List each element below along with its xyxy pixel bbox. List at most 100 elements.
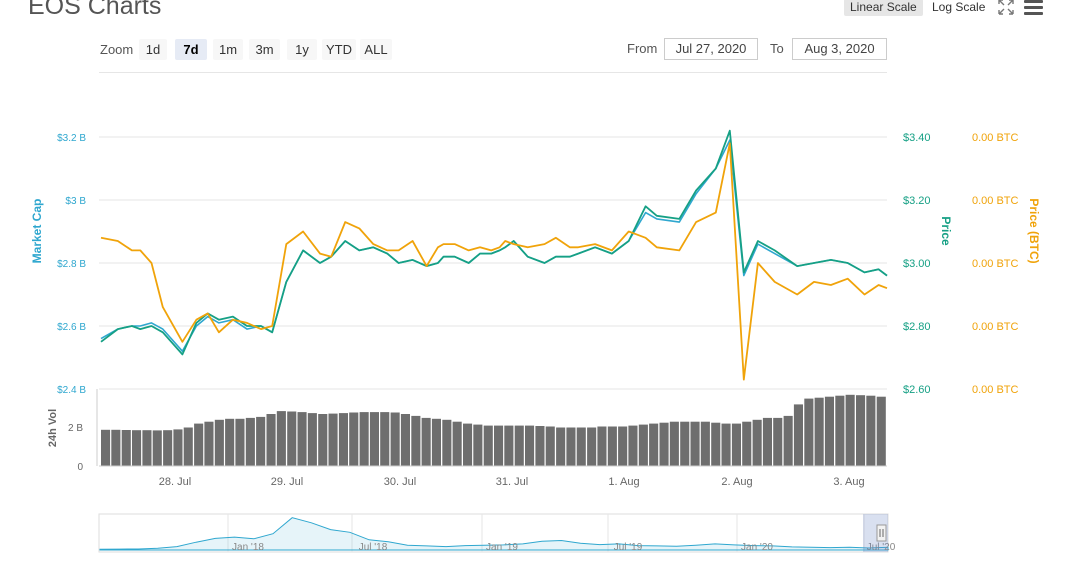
volume-bar	[607, 426, 617, 466]
navigator[interactable]: Jan '18 Jul '18 Jan '19 Jul '19 Jan '20 …	[98, 513, 896, 553]
volume-bar	[390, 412, 400, 466]
volume-bar	[659, 422, 669, 466]
volume-bar	[297, 412, 307, 466]
x-tick-label: 28. Jul	[159, 476, 191, 488]
price-tick: $3.40	[903, 132, 931, 144]
volume-bar	[700, 421, 710, 466]
from-date-input[interactable]	[664, 38, 758, 60]
page-title: EOS Charts	[28, 0, 162, 20]
volume-bar	[814, 397, 824, 466]
volume-bar	[245, 417, 255, 466]
volume-bar	[804, 398, 814, 466]
zoom-3m-button[interactable]: 3m	[249, 39, 280, 60]
volume-bar	[618, 426, 628, 466]
volume-panel: 2 B 0 24h Vol	[47, 389, 886, 473]
volume-bar	[328, 413, 338, 466]
from-label: From	[627, 41, 658, 56]
price-lines	[100, 129, 888, 381]
zoom-ytd-button[interactable]: YTD	[322, 39, 356, 60]
price-usd-line	[100, 129, 888, 356]
btc-price-axis-title: Price (BTC)	[1027, 198, 1041, 263]
price-axis-title: Price	[939, 216, 953, 246]
volume-bar	[349, 412, 359, 466]
btc-price-axis: 0.00 BTC 0.00 BTC 0.00 BTC 0.00 BTC 0.00…	[972, 132, 1041, 396]
volume-bar	[711, 422, 721, 466]
zoom-label: Zoom	[100, 42, 134, 57]
x-tick-label: 1. Aug	[608, 476, 639, 488]
navigator-handle[interactable]	[876, 524, 887, 542]
linear-scale-button[interactable]: Linear Scale	[844, 0, 923, 16]
volume-bar	[101, 429, 111, 466]
volume-bar	[287, 411, 297, 466]
volume-bar	[183, 427, 193, 466]
volume-bar	[545, 426, 555, 466]
volume-bar	[762, 417, 772, 466]
market-cap-tick: $3 B	[65, 196, 86, 207]
menu-icon[interactable]	[1024, 0, 1043, 15]
volume-bar	[845, 394, 855, 466]
x-tick-label: 30. Jul	[384, 476, 416, 488]
price-tick: $3.00	[903, 258, 931, 270]
volume-bar	[256, 416, 266, 466]
volume-bar	[783, 415, 793, 466]
market-cap-axis: $3.2 B $3 B $2.8 B $2.6 B $2.4 B Market …	[30, 133, 86, 396]
x-tick-label: 3. Aug	[833, 476, 864, 488]
volume-bar	[824, 396, 834, 466]
volume-bar	[214, 419, 224, 466]
btc-price-tick: 0.00 BTC	[972, 321, 1019, 333]
price-tick: $3.20	[903, 195, 931, 207]
zoom-1d-button[interactable]: 1d	[139, 39, 167, 60]
volume-bar	[731, 423, 741, 466]
volume-bar	[721, 423, 731, 466]
volume-bar	[359, 412, 369, 466]
fullscreen-icon[interactable]	[997, 0, 1015, 16]
navigator-area	[99, 517, 889, 551]
navigator-label: Jul '19	[614, 542, 643, 553]
price-axis: $3.40 $3.20 $3.00 $2.80 $2.60 Price	[903, 132, 953, 396]
volume-bar	[204, 421, 214, 466]
volume-tick: 0	[77, 462, 83, 473]
price-btc-line	[100, 142, 888, 381]
volume-bar	[163, 430, 173, 466]
volume-bar	[566, 427, 576, 466]
volume-bar	[504, 425, 514, 466]
log-scale-button[interactable]: Log Scale	[932, 0, 986, 14]
market-cap-tick: $2.6 B	[57, 322, 86, 333]
volume-tick: 2 B	[68, 423, 83, 434]
volume-bar	[132, 430, 142, 466]
volume-bar	[525, 425, 535, 466]
volume-axis-title: 24h Vol	[47, 409, 59, 447]
volume-bar	[473, 424, 483, 466]
volume-bar	[576, 427, 586, 466]
price-grid	[99, 136, 887, 390]
volume-bar	[742, 421, 752, 466]
volume-bar	[173, 429, 183, 466]
volume-bar	[773, 417, 783, 466]
volume-bar	[318, 414, 328, 466]
volume-bar	[690, 421, 700, 466]
volume-bar	[307, 413, 317, 466]
zoom-7d-button[interactable]: 7d	[175, 39, 207, 60]
volume-bar	[121, 430, 131, 466]
volume-bar	[793, 404, 803, 466]
market-cap-axis-title: Market Cap	[30, 199, 44, 264]
volume-bar	[225, 418, 235, 466]
btc-price-tick: 0.00 BTC	[972, 195, 1019, 207]
zoom-1y-button[interactable]: 1y	[287, 39, 317, 60]
btc-price-tick: 0.00 BTC	[972, 258, 1019, 270]
market-cap-tick: $3.2 B	[57, 133, 86, 144]
to-date-input[interactable]	[792, 38, 887, 60]
volume-bar	[431, 418, 441, 466]
volume-bar	[369, 412, 379, 466]
volume-bar	[152, 430, 162, 466]
volume-bar	[276, 411, 286, 466]
volume-bar	[876, 396, 886, 466]
x-axis: 28. Jul 29. Jul 30. Jul 31. Jul 1. Aug 2…	[99, 465, 887, 488]
btc-price-tick: 0.00 BTC	[972, 132, 1019, 144]
to-label: To	[770, 41, 784, 56]
zoom-1m-button[interactable]: 1m	[213, 39, 243, 60]
volume-bar	[421, 417, 431, 466]
volume-bar	[142, 430, 152, 466]
zoom-all-button[interactable]: ALL	[360, 39, 392, 60]
